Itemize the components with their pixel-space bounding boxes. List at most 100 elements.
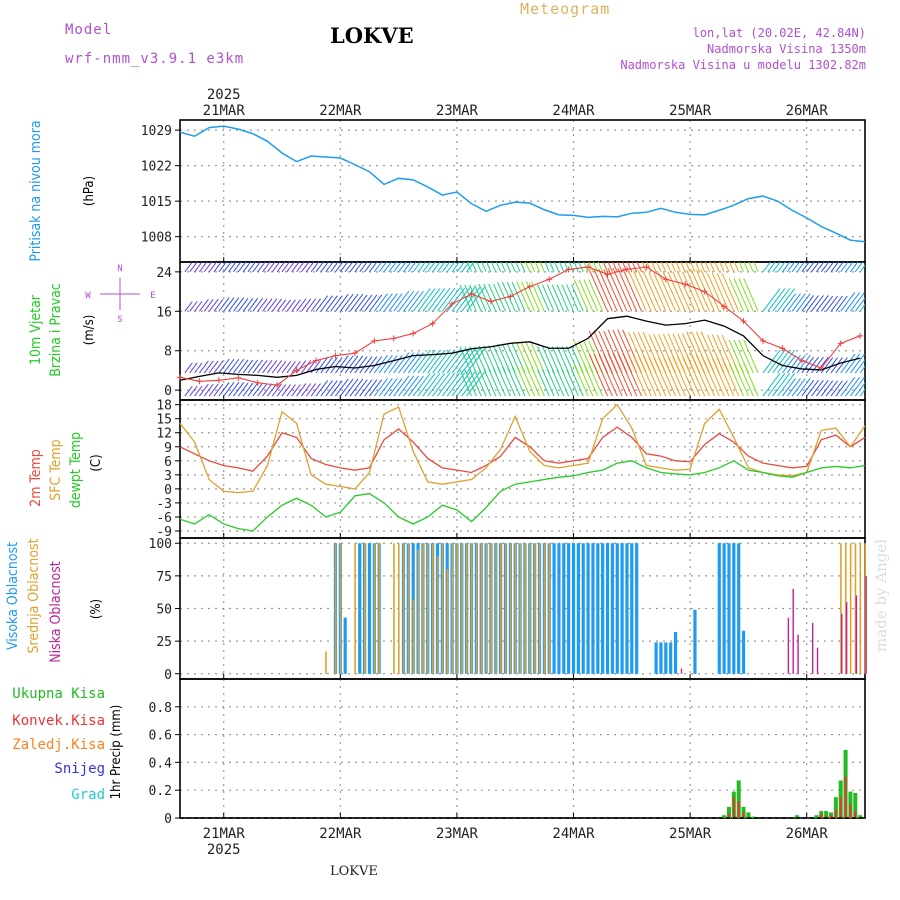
wind-arrow: [194, 385, 203, 397]
wind-arrow: [315, 262, 325, 273]
high-cloud-bar: [596, 543, 600, 674]
high-cloud-label: Visoka Oblacnost: [5, 542, 21, 650]
wind-arrow: [296, 383, 307, 397]
wind-arrow: [291, 361, 301, 374]
wind-arrow: [305, 262, 315, 273]
wind-arrow: [733, 278, 749, 312]
wind-arrow: [658, 357, 676, 397]
wind-arrow: [733, 262, 740, 273]
gust-marker: [332, 352, 339, 359]
precip-legend-item: Zaledj.Kisa: [12, 737, 105, 753]
wind-arrow: [437, 372, 456, 397]
gust-marker: [682, 281, 689, 288]
wind-arrow: [772, 262, 781, 273]
wind-arrow: [721, 273, 740, 312]
wind-arrow: [571, 369, 584, 397]
wind-arrow: [786, 378, 801, 397]
wind-arrow: [407, 262, 417, 273]
mid-cloud-bar: [859, 543, 862, 674]
wind-arrow: [208, 360, 219, 374]
dewpt-label: dewpt Temp: [68, 432, 84, 508]
wind-arrow: [296, 262, 305, 273]
wind-arrow: [801, 262, 810, 273]
y-tick-label: 8: [164, 345, 172, 360]
compass-n: N: [117, 264, 122, 274]
gust-marker: [798, 357, 805, 364]
wind-arrow: [541, 284, 555, 312]
sfc-temp-line: [179, 403, 866, 494]
wind-arrow: [262, 298, 273, 312]
wind-arrow: [626, 262, 633, 273]
model-name: wrf-nmm_v3.9.1 e3km: [65, 51, 244, 67]
wind-arrow: [271, 298, 283, 312]
wind-arrow: [305, 360, 317, 374]
low-cloud-bar: [792, 588, 794, 674]
wind-arrow: [398, 375, 415, 397]
wind-arrow: [782, 378, 797, 397]
wind-arrow: [561, 369, 574, 397]
y-tick-label: 0.4: [149, 756, 173, 771]
wind-arrow: [407, 352, 424, 374]
wind-arrow: [556, 346, 570, 374]
wind-arrow: [335, 378, 349, 397]
y-tick-label: 25: [156, 635, 172, 650]
high-cloud-bar: [741, 630, 746, 674]
wind-arrow: [262, 383, 273, 397]
gust-marker: [487, 298, 494, 305]
product-title: Meteogram: [520, 0, 610, 18]
wind-arrow: [364, 356, 378, 374]
gust-marker: [351, 350, 358, 357]
wind-arrow: [748, 262, 754, 273]
mid-cloud-bar: [844, 543, 847, 674]
wind-arrow: [551, 284, 565, 312]
wind-arrow: [642, 355, 662, 397]
wind-arrow: [286, 384, 296, 397]
mid-cloud-bar: [407, 543, 410, 674]
mid-cloud-bar: [461, 543, 463, 674]
precip-legend-item: Ukupna Kisa: [12, 686, 105, 702]
precip-conv-bar: [727, 813, 730, 818]
wind-arrow: [682, 271, 701, 312]
wind-arrow: [305, 298, 317, 312]
wind-arrow: [777, 349, 795, 374]
gust-marker: [740, 318, 747, 325]
wind-arrow: [325, 357, 338, 374]
wind-arrow: [223, 358, 235, 374]
gust-marker: [313, 357, 320, 364]
wind-arrow: [677, 356, 696, 397]
wind-arrow: [412, 373, 431, 397]
wind-arrow: [339, 293, 354, 312]
wind-arrow: [432, 262, 441, 273]
wind-arrow: [310, 298, 321, 312]
wind-arrow: [546, 369, 560, 397]
wind-arrow: [721, 357, 740, 397]
wind-arrow: [607, 262, 613, 273]
wind-arrow: [242, 359, 254, 374]
mid-cloud-bar: [364, 543, 366, 674]
mid-cloud-bar: [456, 543, 458, 674]
mid-cloud-bar: [354, 543, 356, 674]
wind-arrow: [830, 262, 840, 273]
wind-arrow: [830, 357, 843, 374]
wind-arrow: [573, 279, 589, 312]
wind-arrow: [796, 378, 811, 397]
wind-arrow: [344, 293, 359, 312]
precip-total-bar: [794, 815, 799, 818]
elevation-text: Nadmorska Visina 1350m: [707, 42, 866, 56]
wind-arrow: [383, 354, 398, 374]
high-cloud-bar: [581, 543, 585, 674]
wind-arrow: [441, 349, 461, 374]
wind-gust-line: [179, 266, 861, 386]
wind-arrow: [695, 269, 715, 312]
wind-arrow: [281, 262, 291, 273]
wind-arrow: [320, 262, 329, 273]
wind-arrow: [213, 360, 224, 374]
gust-marker: [196, 378, 203, 385]
wind-arrow: [840, 262, 849, 273]
wind-arrow: [369, 262, 378, 273]
wind-arrow: [432, 372, 451, 397]
wind-arrow: [228, 297, 240, 312]
wind-arrow: [835, 262, 844, 273]
wind-arrow: [252, 359, 264, 374]
